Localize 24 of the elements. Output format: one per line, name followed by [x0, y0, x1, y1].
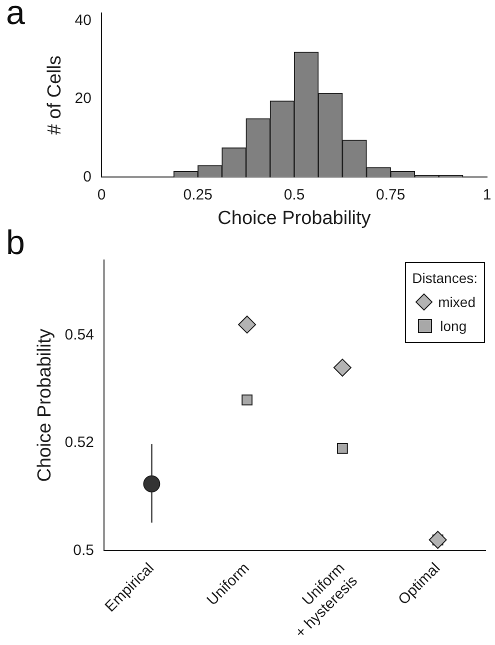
chart-title: b: [6, 224, 25, 263]
legend-label: long: [440, 317, 467, 336]
point: [336, 442, 348, 454]
x-axis-title: Choice Probability: [218, 208, 372, 229]
legend-title: Distances:: [412, 269, 478, 288]
x-tick-label: 1: [482, 186, 492, 204]
point: [238, 316, 256, 334]
y-tick-label: 20: [74, 90, 92, 108]
x-tick-label: 0: [97, 186, 106, 204]
x-tick-label: 0.25: [183, 186, 212, 204]
point: [242, 394, 253, 406]
legend-label: mixed: [438, 293, 476, 312]
x-tick-label: 0.75: [376, 186, 406, 204]
point: [333, 358, 352, 377]
y-axis-title: # of Cells: [44, 56, 66, 135]
y-tick-label: 40: [74, 12, 92, 29]
y-tick-label: 0.52: [64, 434, 94, 452]
x-tick-label: 0.5: [284, 186, 305, 204]
point: [143, 475, 160, 492]
chart-title: a: [6, 0, 25, 33]
y-axis-title: Choice Probability: [34, 328, 56, 482]
y-tick-label: 0: [83, 168, 92, 186]
y-tick-label: 0.5: [73, 542, 94, 559]
y-tick-label: 0.54: [64, 326, 94, 344]
